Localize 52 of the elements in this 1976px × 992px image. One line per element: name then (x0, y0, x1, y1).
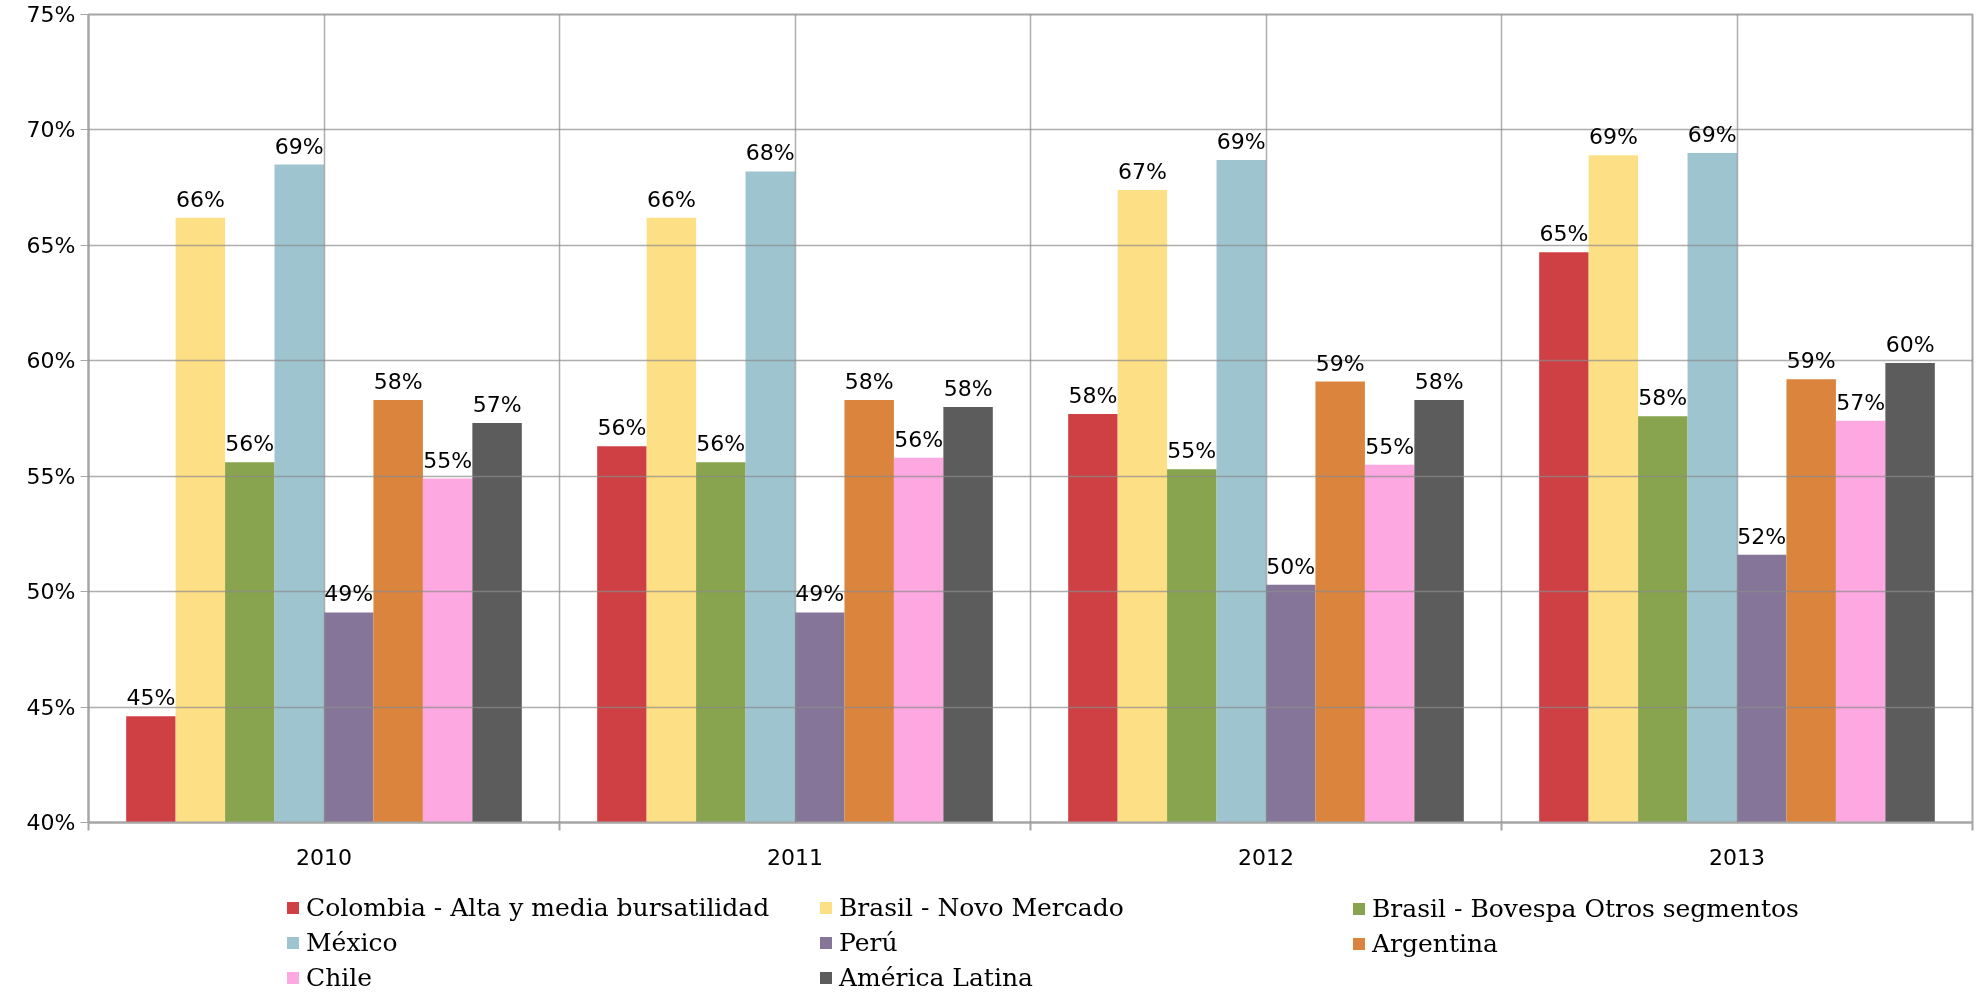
data-label: 68% (745, 140, 795, 166)
data-label: 58% (1414, 369, 1464, 395)
legend-label: Chile (306, 963, 373, 992)
y-tick-label: 55% (26, 463, 76, 489)
legend-label: México (306, 928, 398, 957)
data-label: 65% (1539, 221, 1589, 247)
data-label: 49% (324, 581, 374, 607)
legend-label: Colombia - Alta y media bursatilidad (306, 893, 770, 922)
x-tick-label: 2010 (296, 844, 353, 870)
data-label: 56% (894, 426, 944, 452)
data-label: 57% (472, 392, 522, 418)
y-tick-label: 70% (26, 117, 76, 143)
data-label: 58% (943, 375, 993, 401)
data-label: 55% (1365, 433, 1415, 459)
y-tick-label: 65% (26, 232, 76, 258)
y-tick-label: 40% (26, 810, 76, 835)
data-label: 67% (1117, 158, 1167, 184)
y-tick-label: 45% (26, 694, 76, 720)
data-label: 60% (1885, 332, 1935, 358)
x-tick-label: 2011 (767, 844, 824, 870)
legend-label: Brasil - Bovespa Otros segmentos (1372, 894, 1799, 923)
y-tick-label: 75% (26, 2, 76, 27)
data-label: 66% (175, 186, 225, 212)
data-label: 58% (1638, 385, 1688, 411)
legend-label: Brasil - Novo Mercado (839, 893, 1124, 922)
data-label: 69% (274, 133, 324, 159)
data-label: 59% (1315, 350, 1365, 376)
data-label: 69% (1216, 128, 1266, 154)
data-label: 56% (597, 415, 647, 441)
y-tick-label: 60% (26, 348, 76, 374)
legend-label: América Latina (839, 963, 1033, 992)
data-label: 66% (646, 186, 696, 212)
data-label: 58% (1068, 382, 1118, 408)
data-label: 57% (1836, 389, 1886, 415)
data-label: 58% (373, 369, 423, 395)
y-tick-label: 50% (26, 579, 76, 605)
data-label: 52% (1737, 523, 1787, 549)
data-label: 56% (696, 431, 746, 457)
data-label: 56% (225, 431, 275, 457)
data-label: 55% (1167, 438, 1217, 464)
data-label: 69% (1588, 124, 1638, 150)
x-tick-label: 2012 (1238, 844, 1295, 870)
data-label: 58% (844, 369, 894, 395)
legend-label: Perú (839, 928, 898, 957)
x-tick-label: 2013 (1709, 844, 1766, 870)
data-label: 59% (1786, 348, 1836, 374)
data-label: 49% (795, 581, 845, 607)
data-label: 55% (423, 447, 473, 473)
data-label: 50% (1266, 553, 1316, 579)
legend-label: Argentina (1372, 929, 1498, 958)
data-label: 69% (1687, 122, 1737, 148)
data-label: 45% (126, 685, 176, 711)
